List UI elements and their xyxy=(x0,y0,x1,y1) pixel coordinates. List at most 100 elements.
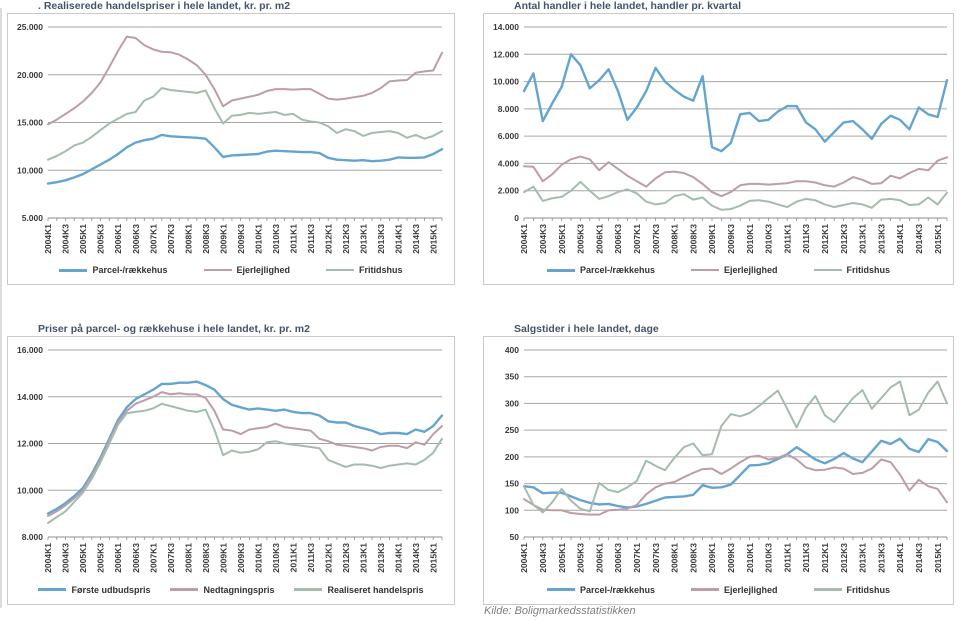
svg-text:2006K3: 2006K3 xyxy=(131,543,141,573)
x-axis-ticks xyxy=(523,537,948,540)
legend-label: Fritidshus xyxy=(846,584,891,595)
svg-text:2007K1: 2007K1 xyxy=(632,543,642,573)
legend-item-fritidshus: Fritidshus xyxy=(326,265,403,275)
svg-text:2009K1: 2009K1 xyxy=(707,543,717,573)
chart-panel-antal-handler: 14.000 12.000 10.000 8.000 6.000 4.000 2.000 0 2… xyxy=(483,13,954,285)
svg-text:20.000: 20.000 xyxy=(17,70,43,80)
legend-label: Parcel-/rækkehus xyxy=(579,265,655,275)
svg-text:2011K3: 2011K3 xyxy=(801,543,811,573)
svg-text:2014K3: 2014K3 xyxy=(914,543,924,573)
svg-text:2014K3: 2014K3 xyxy=(914,224,924,254)
svg-text:2013K3: 2013K3 xyxy=(376,224,386,254)
svg-text:0: 0 xyxy=(514,213,519,223)
svg-text:2012K1: 2012K1 xyxy=(323,224,333,254)
svg-text:2009K1: 2009K1 xyxy=(707,224,717,254)
svg-text:2008K3: 2008K3 xyxy=(688,224,698,254)
svg-text:2004K3: 2004K3 xyxy=(61,543,71,573)
legend-label: Første udbudspris xyxy=(71,584,151,595)
chart-block-salgstider: Salgstider i hele landet, dage 400 350 300… xyxy=(483,323,954,605)
svg-text:2012K3: 2012K3 xyxy=(839,543,849,573)
legend-priser-parcel: Første udbudspris Nedtagningspris Realis… xyxy=(8,575,454,604)
legend-salgstider: Parcel-/rækkehus Ejerlejlighed Fritidshu… xyxy=(484,575,953,604)
chart-panel-priser-parcel: 16.000 14.000 12.000 10.000 8.000 2004K1 2004K… xyxy=(7,336,455,605)
svg-text:2014K3: 2014K3 xyxy=(411,224,421,254)
legend-antal-handler: Parcel-/rækkehus Ejerlejlighed Fritidshu… xyxy=(484,256,953,284)
svg-text:2007K3: 2007K3 xyxy=(651,224,661,254)
svg-text:2013K3: 2013K3 xyxy=(876,224,886,254)
svg-text:2004K3: 2004K3 xyxy=(61,224,71,254)
svg-text:2006K1: 2006K1 xyxy=(594,224,604,254)
svg-text:2008K1: 2008K1 xyxy=(670,543,680,573)
svg-text:2008K3: 2008K3 xyxy=(201,224,211,254)
svg-text:2007K3: 2007K3 xyxy=(166,224,176,254)
svg-text:2005K3: 2005K3 xyxy=(576,224,586,254)
legend-item-parcel: Parcel-/rækkehus xyxy=(59,265,168,275)
x-axis-labels: 2004K1 2004K3 2005K1 2005K3 2006K1 2006K3 2007… xyxy=(43,224,438,254)
legend-line-swatch-pink xyxy=(691,268,719,272)
svg-text:2014K3: 2014K3 xyxy=(411,543,421,573)
svg-text:2004K1: 2004K1 xyxy=(43,543,53,573)
svg-text:2004K1: 2004K1 xyxy=(519,224,529,254)
series-line xyxy=(523,155,948,198)
chart-title-priser-parcel: Priser på parcel- og rækkehuse i hele la… xyxy=(38,323,310,335)
svg-text:6.000: 6.000 xyxy=(498,131,520,141)
svg-text:2012K1: 2012K1 xyxy=(820,543,830,573)
legend-label: Parcel-/rækkehus xyxy=(92,265,168,275)
series-line xyxy=(47,35,443,126)
legend-line-swatch-blue xyxy=(59,268,88,272)
svg-text:2007K3: 2007K3 xyxy=(651,543,661,573)
svg-text:2010K1: 2010K1 xyxy=(253,543,263,573)
svg-text:2009K3: 2009K3 xyxy=(726,224,736,254)
svg-text:2008K1: 2008K1 xyxy=(183,543,193,573)
svg-text:2008K3: 2008K3 xyxy=(201,543,211,573)
svg-text:2004K3: 2004K3 xyxy=(538,224,548,254)
svg-text:10.000: 10.000 xyxy=(17,485,43,495)
svg-text:2011K3: 2011K3 xyxy=(306,543,316,573)
svg-text:2013K3: 2013K3 xyxy=(376,543,386,573)
svg-text:2010K3: 2010K3 xyxy=(764,543,774,573)
svg-text:2010K3: 2010K3 xyxy=(271,543,281,573)
svg-text:2004K1: 2004K1 xyxy=(43,224,53,254)
svg-text:8.000: 8.000 xyxy=(22,532,44,542)
legend-item-nedtagningspris: Nedtagningspris xyxy=(170,585,274,595)
svg-text:5.000: 5.000 xyxy=(22,213,44,223)
svg-text:2011K3: 2011K3 xyxy=(801,224,811,254)
svg-text:2006K3: 2006K3 xyxy=(613,543,623,573)
legend-item-parcel: Parcel-/rækkehus xyxy=(546,585,655,595)
svg-text:400: 400 xyxy=(505,345,519,355)
legend-item-ejerlejlighed: Ejerlejlighed xyxy=(691,265,778,275)
series-line xyxy=(46,133,444,185)
svg-text:50: 50 xyxy=(510,532,520,542)
svg-text:16.000: 16.000 xyxy=(17,345,43,355)
svg-text:2014K1: 2014K1 xyxy=(895,543,905,573)
chart-title-antal-handler: Antal handler i hele landet, handler pr.… xyxy=(514,0,741,12)
svg-text:2005K1: 2005K1 xyxy=(78,543,88,573)
legend-item-fritidshus: Fritidshus xyxy=(813,265,890,275)
svg-text:10.000: 10.000 xyxy=(17,165,43,175)
svg-text:2013K1: 2013K1 xyxy=(358,543,368,573)
svg-text:25.000: 25.000 xyxy=(17,22,43,32)
svg-text:2012K1: 2012K1 xyxy=(323,543,333,573)
series-line xyxy=(523,180,948,211)
legend-line-swatch-green xyxy=(813,588,842,591)
svg-text:14.000: 14.000 xyxy=(493,22,519,32)
svg-text:2013K1: 2013K1 xyxy=(858,543,868,573)
legend-label: Ejerlejlighed xyxy=(724,265,778,275)
legend-handelspriser: Parcel-/rækkehus Ejerlejlighed Fritidshu… xyxy=(8,256,454,284)
svg-text:2009K3: 2009K3 xyxy=(236,224,246,254)
series-line xyxy=(522,53,949,153)
svg-text:2012K3: 2012K3 xyxy=(341,543,351,573)
svg-text:2008K3: 2008K3 xyxy=(688,543,698,573)
legend-label: Nedtagningspris xyxy=(203,584,275,595)
svg-text:2009K1: 2009K1 xyxy=(218,224,228,254)
svg-text:2006K1: 2006K1 xyxy=(113,224,123,254)
svg-text:300: 300 xyxy=(505,398,519,408)
chart-title-handelspriser: . Realiserede handelspriser i hele lande… xyxy=(38,0,291,12)
svg-text:2015K1: 2015K1 xyxy=(428,543,438,573)
legend-item-ejerlejlighed: Ejerlejlighed xyxy=(691,585,778,595)
svg-text:2.000: 2.000 xyxy=(498,186,520,196)
svg-text:2005K3: 2005K3 xyxy=(576,543,586,573)
svg-text:10.000: 10.000 xyxy=(493,77,519,87)
legend-line-swatch-green xyxy=(326,268,355,272)
